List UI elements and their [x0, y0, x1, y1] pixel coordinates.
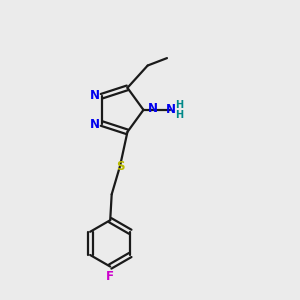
- Text: S: S: [116, 160, 124, 172]
- Text: N: N: [148, 102, 158, 115]
- Text: N: N: [166, 103, 176, 116]
- Text: N: N: [90, 118, 100, 130]
- Text: F: F: [106, 270, 114, 283]
- Text: H: H: [175, 100, 183, 110]
- Text: H: H: [175, 110, 183, 120]
- Text: N: N: [90, 89, 100, 102]
